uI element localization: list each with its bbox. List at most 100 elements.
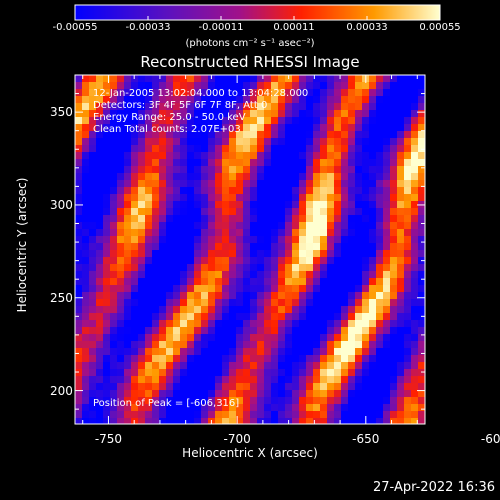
heatmap-cell xyxy=(334,96,342,104)
heatmap-cell xyxy=(82,334,90,342)
heatmap-cell xyxy=(145,124,153,132)
heatmap-cell xyxy=(194,124,202,132)
heatmap-cell xyxy=(82,103,90,111)
heatmap-cell xyxy=(285,236,293,244)
heatmap-cell xyxy=(369,187,377,195)
annotation-detectors: Detectors: 3F 4F 5F 6F 7F 8F, Att 0 xyxy=(93,100,268,111)
heatmap-cell xyxy=(117,278,125,286)
heatmap-cell xyxy=(313,383,321,391)
heatmap-cell xyxy=(257,138,265,146)
heatmap-cell xyxy=(222,145,230,153)
heatmap-cell xyxy=(264,194,272,202)
heatmap-cell xyxy=(89,355,97,363)
heatmap-cell xyxy=(257,271,265,279)
heatmap-cell xyxy=(264,103,272,111)
heatmap-cell xyxy=(187,187,195,195)
heatmap-cell xyxy=(229,187,237,195)
heatmap-cell xyxy=(299,299,307,307)
heatmap-cell xyxy=(285,110,293,118)
heatmap-cell xyxy=(292,201,300,209)
colorbar-units: (photons cm⁻² s⁻¹ asec⁻²) xyxy=(185,38,315,49)
heatmap-cell xyxy=(110,390,118,398)
heatmap-cell xyxy=(159,96,167,104)
heatmap-cell xyxy=(376,348,384,356)
heatmap-cell xyxy=(390,152,398,160)
heatmap-cell xyxy=(131,201,139,209)
heatmap-cell xyxy=(201,348,209,356)
heatmap-cell xyxy=(250,369,258,377)
heatmap-cell xyxy=(89,215,97,223)
heatmap-cell xyxy=(131,383,139,391)
heatmap-cell xyxy=(257,229,265,237)
heatmap-cell xyxy=(131,96,139,104)
heatmap-cell xyxy=(166,96,174,104)
heatmap-cell xyxy=(208,201,216,209)
heatmap-cell xyxy=(362,194,370,202)
heatmap-cell xyxy=(327,327,335,335)
heatmap-cell xyxy=(383,257,391,265)
heatmap-cell xyxy=(355,138,363,146)
heatmap-cell xyxy=(173,278,181,286)
heatmap-cell xyxy=(110,397,118,405)
heatmap-cell xyxy=(131,348,139,356)
heatmap-cell xyxy=(236,355,244,363)
heatmap-cell xyxy=(208,250,216,258)
heatmap-cell xyxy=(306,285,314,293)
heatmap-cell xyxy=(194,390,202,398)
heatmap-cell xyxy=(159,152,167,160)
heatmap-cell xyxy=(187,334,195,342)
heatmap-cell xyxy=(229,124,237,132)
heatmap-cell xyxy=(201,159,209,167)
heatmap-cell xyxy=(313,166,321,174)
heatmap-cell xyxy=(117,341,125,349)
heatmap-cell xyxy=(404,166,412,174)
heatmap-cell xyxy=(215,215,223,223)
heatmap-cell xyxy=(390,348,398,356)
heatmap-cell xyxy=(271,229,279,237)
heatmap-cell xyxy=(334,194,342,202)
heatmap-cell xyxy=(278,208,286,216)
heatmap-cell xyxy=(271,390,279,398)
heatmap-cell xyxy=(152,243,160,251)
heatmap-cell xyxy=(117,334,125,342)
heatmap-cell xyxy=(299,82,307,90)
heatmap-cell xyxy=(348,362,356,370)
heatmap-cell xyxy=(152,397,160,405)
heatmap-cell xyxy=(341,159,349,167)
heatmap-cell xyxy=(334,264,342,272)
heatmap-cell xyxy=(215,166,223,174)
heatmap-cell xyxy=(236,327,244,335)
heatmap-cell xyxy=(257,257,265,265)
heatmap-cell xyxy=(152,369,160,377)
heatmap-cell xyxy=(215,236,223,244)
heatmap-cell xyxy=(138,404,146,412)
heatmap-cell xyxy=(229,222,237,230)
heatmap-cell xyxy=(334,278,342,286)
heatmap-cell xyxy=(278,159,286,167)
heatmap-cell xyxy=(180,82,188,90)
heatmap-cell xyxy=(229,355,237,363)
heatmap-cell xyxy=(187,215,195,223)
heatmap-cell xyxy=(362,327,370,335)
heatmap-cell xyxy=(404,327,412,335)
heatmap-cell xyxy=(348,397,356,405)
heatmap-cell xyxy=(299,397,307,405)
heatmap-cell xyxy=(159,222,167,230)
heatmap-cell xyxy=(159,250,167,258)
heatmap-cell xyxy=(383,96,391,104)
heatmap-cell xyxy=(222,313,230,321)
heatmap-cell xyxy=(327,229,335,237)
heatmap-cell xyxy=(348,82,356,90)
heatmap-cell xyxy=(103,236,111,244)
heatmap-cell xyxy=(152,145,160,153)
heatmap-cell xyxy=(236,418,244,424)
heatmap-cell xyxy=(236,75,244,83)
heatmap-cell xyxy=(376,243,384,251)
heatmap-cell xyxy=(215,229,223,237)
heatmap-cell xyxy=(327,397,335,405)
heatmap-cell xyxy=(75,131,83,139)
heatmap-cell xyxy=(341,362,349,370)
heatmap-cell xyxy=(187,159,195,167)
heatmap-cell xyxy=(327,166,335,174)
heatmap-cell xyxy=(173,390,181,398)
